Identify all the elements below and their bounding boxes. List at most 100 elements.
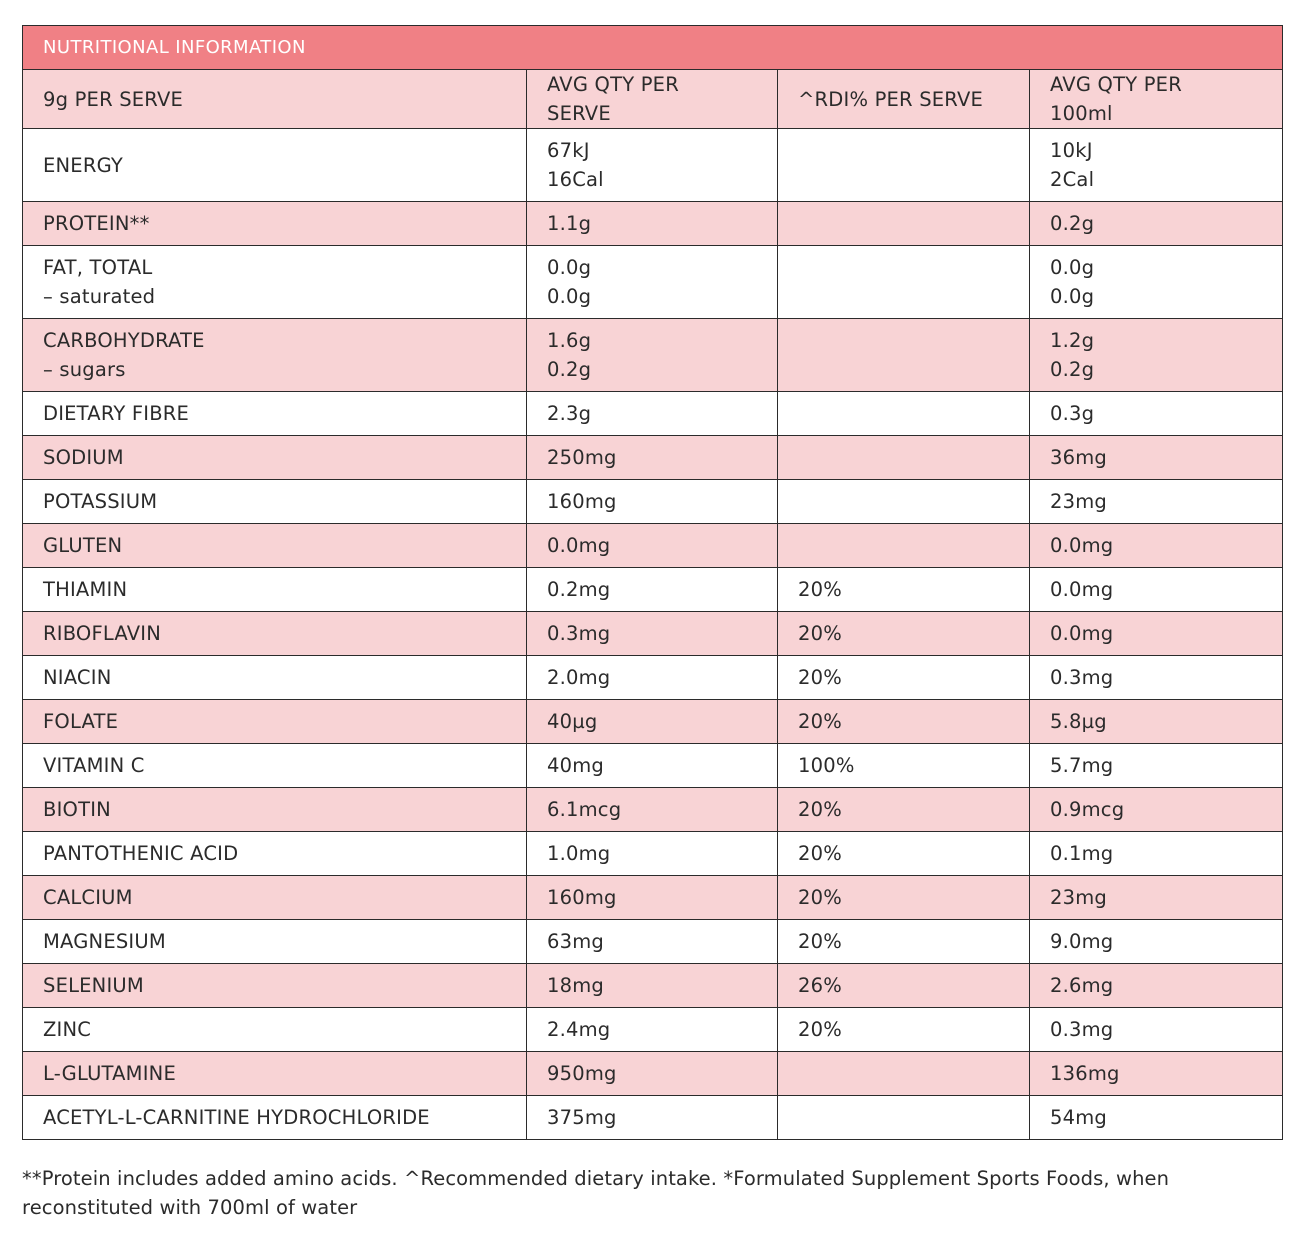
avg-per-serve-cell: 160mg	[526, 875, 778, 920]
avg-per-100ml-cell: 1.2g 0.2g	[1028, 318, 1284, 392]
avg-per-serve-cell: 950mg	[526, 1051, 778, 1096]
table-row: BIOTIN 6.1mcg 20% 0.9mcg	[22, 787, 1284, 832]
nutrient-name-cell: BIOTIN	[22, 787, 527, 832]
cell-line: 0.2g	[1050, 358, 1095, 381]
cell-line: 5.7mg	[1050, 754, 1114, 777]
avg-per-100ml-cell: 0.0mg	[1028, 611, 1284, 656]
avg-per-100ml-cell: 0.0mg	[1028, 567, 1284, 612]
cell-line: 0.0g	[1050, 256, 1095, 279]
cell-line: 0.0mg	[1050, 534, 1114, 557]
rdi-cell	[777, 391, 1030, 436]
table-row: THIAMIN 0.2mg 20% 0.0mg	[22, 567, 1284, 612]
cell-line: 1.2g	[1050, 329, 1095, 352]
table-title: NUTRITIONAL INFORMATION	[21, 25, 1284, 70]
nutrition-table: NUTRITIONAL INFORMATION 9g PER SERVE AVG…	[21, 25, 1284, 1140]
cell-line: BIOTIN	[43, 798, 111, 821]
cell-line: 54mg	[1050, 1106, 1107, 1129]
cell-line: 1.1g	[547, 212, 592, 235]
avg-per-serve-cell: 40µg	[526, 699, 778, 744]
nutrient-name-cell: SODIUM	[22, 435, 527, 480]
avg-per-100ml-cell: 0.2g	[1028, 201, 1284, 246]
cell-line: 36mg	[1050, 446, 1107, 469]
header-row: 9g PER SERVE AVG QTY PER SERVE ^RDI% PER…	[22, 69, 1284, 129]
avg-per-100ml-cell: 0.3g	[1028, 391, 1284, 436]
cell-line: 2.3g	[547, 402, 592, 425]
cell-line: 375mg	[547, 1106, 617, 1129]
column-header-serve-size: 9g PER SERVE	[22, 69, 527, 129]
table-row: SELENIUM 18mg 26% 2.6mg	[22, 963, 1284, 1008]
avg-per-serve-cell: 0.2mg	[526, 567, 778, 612]
column-header-avg-per-100ml: AVG QTY PER 100ml	[1028, 69, 1284, 129]
table-row: NIACIN 2.0mg 20% 0.3mg	[22, 655, 1284, 700]
nutrient-name-cell: MAGNESIUM	[22, 919, 527, 964]
cell-line: ACETYL-L-CARNITINE HYDROCHLORIDE	[43, 1106, 430, 1129]
rdi-cell: 20%	[777, 611, 1030, 656]
cell-line: 160mg	[547, 886, 617, 909]
cell-line: 10kJ	[1050, 139, 1093, 162]
cell-line: 23mg	[1050, 490, 1107, 513]
rdi-cell	[777, 318, 1030, 392]
nutrition-panel: NUTRITIONAL INFORMATION 9g PER SERVE AVG…	[21, 25, 1284, 1140]
table-row: CARBOHYDRATE – sugars 1.6g 0.2g 1.2g 0.2g	[22, 318, 1284, 392]
cell-line: 0.2mg	[547, 578, 611, 601]
nutrient-name-cell: RIBOFLAVIN	[22, 611, 527, 656]
nutrient-name-cell: CARBOHYDRATE – sugars	[22, 318, 527, 392]
avg-per-serve-cell: 375mg	[526, 1095, 778, 1140]
cell-line: 63mg	[547, 930, 604, 953]
cell-line: PANTOTHENIC ACID	[43, 842, 239, 865]
nutrient-name-cell: ENERGY	[22, 128, 527, 202]
cell-line: 0.0g	[1050, 285, 1095, 308]
cell-line: 0.3mg	[1050, 1018, 1114, 1041]
cell-line: DIETARY FIBRE	[43, 402, 190, 425]
cell-line: 20%	[798, 842, 842, 865]
avg-per-100ml-cell: 0.1mg	[1028, 831, 1284, 876]
cell-line: 0.0mg	[1050, 622, 1114, 645]
cell-line: 2.4mg	[547, 1018, 611, 1041]
rdi-cell: 20%	[777, 1007, 1030, 1052]
cell-line: FOLATE	[43, 710, 119, 733]
avg-per-serve-cell: 63mg	[526, 919, 778, 964]
avg-per-100ml-cell: 0.3mg	[1028, 1007, 1284, 1052]
cell-line: RIBOFLAVIN	[43, 622, 161, 645]
avg-per-100ml-cell: 0.3mg	[1028, 655, 1284, 700]
table-row: ACETYL-L-CARNITINE HYDROCHLORIDE 375mg 54m…	[22, 1095, 1284, 1140]
avg-per-100ml-cell: 5.7mg	[1028, 743, 1284, 788]
cell-line: 136mg	[1050, 1062, 1120, 1085]
cell-line: – saturated	[43, 285, 156, 308]
avg-per-100ml-cell: 2.6mg	[1028, 963, 1284, 1008]
avg-per-serve-cell: 67kJ 16Cal	[526, 128, 778, 202]
cell-line: 20%	[798, 798, 842, 821]
cell-line: 67kJ	[547, 139, 590, 162]
cell-line: 20%	[798, 930, 842, 953]
rdi-cell: 20%	[777, 831, 1030, 876]
table-row: DIETARY FIBRE 2.3g 0.3g	[22, 391, 1284, 436]
cell-line: MAGNESIUM	[43, 930, 166, 953]
avg-per-100ml-cell: 0.0mg	[1028, 523, 1284, 568]
cell-line: NIACIN	[43, 666, 112, 689]
table-row: MAGNESIUM 63mg 20% 9.0mg	[22, 919, 1284, 964]
cell-line: 100%	[798, 754, 855, 777]
table-row: L-GLUTAMINE 950mg 136mg	[22, 1051, 1284, 1096]
rdi-cell	[777, 435, 1030, 480]
cell-line: 18mg	[547, 974, 604, 997]
table-row: FOLATE 40µg 20% 5.8µg	[22, 699, 1284, 744]
cell-line: THIAMIN	[43, 578, 128, 601]
avg-per-serve-cell: 160mg	[526, 479, 778, 524]
rdi-cell: 20%	[777, 567, 1030, 612]
rdi-cell	[777, 479, 1030, 524]
cell-line: 5.8µg	[1050, 710, 1107, 733]
column-header-avg-per-serve: AVG QTY PER SERVE	[526, 69, 778, 129]
cell-line: ENERGY	[43, 153, 124, 177]
avg-per-100ml-cell: 10kJ 2Cal	[1028, 128, 1284, 202]
cell-line: 0.0mg	[547, 534, 611, 557]
avg-per-serve-cell: 2.0mg	[526, 655, 778, 700]
cell-line: 0.2g	[547, 358, 592, 381]
avg-per-100ml-cell: 54mg	[1028, 1095, 1284, 1140]
nutrient-name-cell: THIAMIN	[22, 567, 527, 612]
rdi-cell	[777, 128, 1030, 202]
cell-line: 1.0mg	[547, 842, 611, 865]
table-row: POTASSIUM 160mg 23mg	[22, 479, 1284, 524]
cell-line: 1.6g	[547, 329, 592, 352]
table-row: SODIUM 250mg 36mg	[22, 435, 1284, 480]
cell-line: 20%	[798, 666, 842, 689]
